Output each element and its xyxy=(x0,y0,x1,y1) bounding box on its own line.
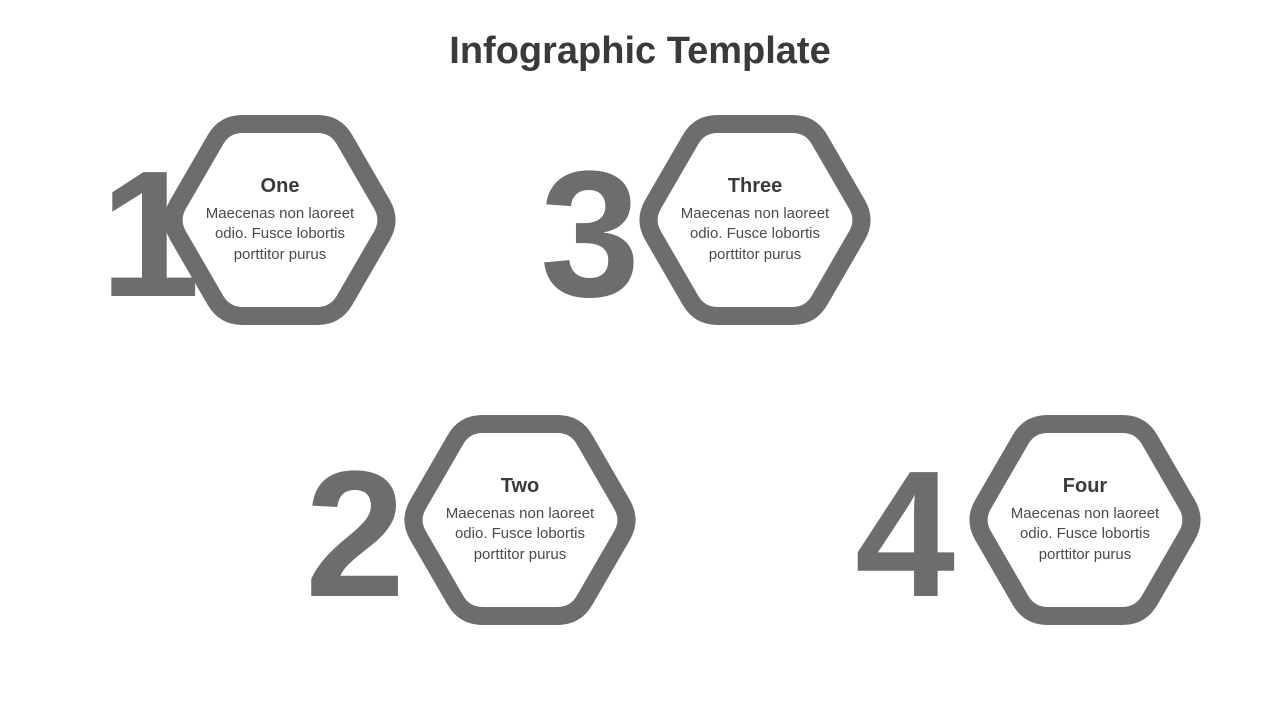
infographic-item-3: 3ThreeMaecenas non laoreet odio. Fusce l… xyxy=(585,115,885,355)
hexagon-shape: Three Maecenas non laoreet odio. Fusce lo… xyxy=(635,115,875,325)
infographic-item-1: 1OneMaecenas non laoreet odio. Fusce lob… xyxy=(110,115,410,355)
hexagon-shape: Two Maecenas non laoreet odio. Fusce lobo… xyxy=(400,415,640,625)
hex-title: Four xyxy=(1005,475,1165,498)
hexagon-shape: One Maecenas non laoreet odio. Fusce lobo… xyxy=(160,115,400,325)
infographic-item-2: 2TwoMaecenas non laoreet odio. Fusce lob… xyxy=(350,415,650,655)
hex-body: Maecenas non laoreet odio. Fusce loborti… xyxy=(440,504,600,565)
item-number: 3 xyxy=(540,145,640,325)
hex-title: One xyxy=(200,175,360,198)
hex-content: One Maecenas non laoreet odio. Fusce lobo… xyxy=(200,175,360,265)
page-title: Infographic Template xyxy=(0,30,1280,73)
hex-body: Maecenas non laoreet odio. Fusce loborti… xyxy=(1005,504,1165,565)
hex-body: Maecenas non laoreet odio. Fusce loborti… xyxy=(200,204,360,265)
hex-content: Two Maecenas non laoreet odio. Fusce lobo… xyxy=(440,475,600,565)
hex-content: Three Maecenas non laoreet odio. Fusce lo… xyxy=(675,175,835,265)
infographic-item-4: 4FourMaecenas non laoreet odio. Fusce lo… xyxy=(915,415,1215,655)
hexagon-shape: Four Maecenas non laoreet odio. Fusce lob… xyxy=(965,415,1205,625)
hex-title: Two xyxy=(440,475,600,498)
item-number: 2 xyxy=(305,445,405,625)
item-number: 4 xyxy=(855,445,955,625)
hex-title: Three xyxy=(675,175,835,198)
hex-body: Maecenas non laoreet odio. Fusce loborti… xyxy=(675,204,835,265)
hex-content: Four Maecenas non laoreet odio. Fusce lob… xyxy=(1005,475,1165,565)
